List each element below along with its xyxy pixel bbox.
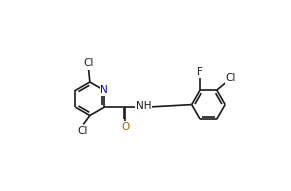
Text: N: N [100, 85, 108, 96]
Text: Cl: Cl [77, 126, 87, 136]
Text: F: F [197, 67, 203, 77]
Text: NH: NH [136, 101, 151, 111]
Text: O: O [121, 122, 129, 132]
Text: Cl: Cl [226, 73, 236, 83]
Text: Cl: Cl [84, 58, 94, 68]
